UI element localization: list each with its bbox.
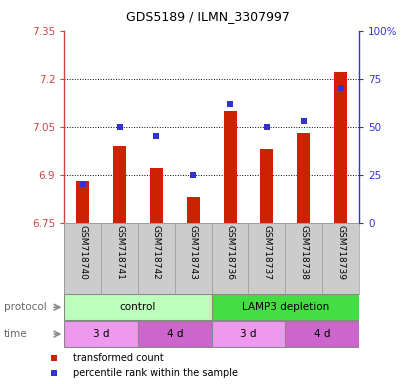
Bar	[224, 111, 237, 223]
Bar	[334, 72, 347, 223]
Bar	[297, 133, 310, 223]
Bar	[64, 223, 101, 294]
Text: GSM718743: GSM718743	[189, 225, 198, 280]
Bar	[322, 223, 359, 294]
Bar	[249, 223, 286, 294]
Text: transformed count: transformed count	[73, 353, 164, 363]
Bar	[286, 223, 322, 294]
Bar	[261, 149, 273, 223]
Text: GSM718740: GSM718740	[78, 225, 87, 280]
Text: percentile rank within the sample: percentile rank within the sample	[73, 368, 238, 378]
Bar	[150, 168, 163, 223]
Text: GSM718739: GSM718739	[336, 225, 345, 280]
Text: 3 d: 3 d	[93, 329, 110, 339]
Bar	[187, 197, 200, 223]
Bar	[175, 223, 212, 294]
Bar	[286, 321, 359, 347]
Text: time: time	[4, 329, 28, 339]
Bar	[101, 223, 138, 294]
Bar	[113, 146, 126, 223]
Text: 4 d: 4 d	[314, 329, 330, 339]
Bar	[76, 181, 89, 223]
Text: GSM718736: GSM718736	[226, 225, 234, 280]
Text: LAMP3 depletion: LAMP3 depletion	[242, 302, 329, 312]
Text: 3 d: 3 d	[240, 329, 257, 339]
Text: GSM718741: GSM718741	[115, 225, 124, 280]
Bar	[138, 321, 212, 347]
Bar	[138, 223, 175, 294]
Bar	[212, 321, 286, 347]
Text: protocol: protocol	[4, 302, 47, 312]
Text: GSM718738: GSM718738	[299, 225, 308, 280]
Text: GSM718737: GSM718737	[262, 225, 271, 280]
Bar	[212, 294, 359, 320]
Text: 4 d: 4 d	[166, 329, 183, 339]
Bar	[212, 223, 249, 294]
Bar	[64, 321, 138, 347]
Text: GDS5189 / ILMN_3307997: GDS5189 / ILMN_3307997	[126, 10, 289, 23]
Text: control: control	[120, 302, 156, 312]
Bar	[64, 294, 212, 320]
Text: GSM718742: GSM718742	[152, 225, 161, 280]
